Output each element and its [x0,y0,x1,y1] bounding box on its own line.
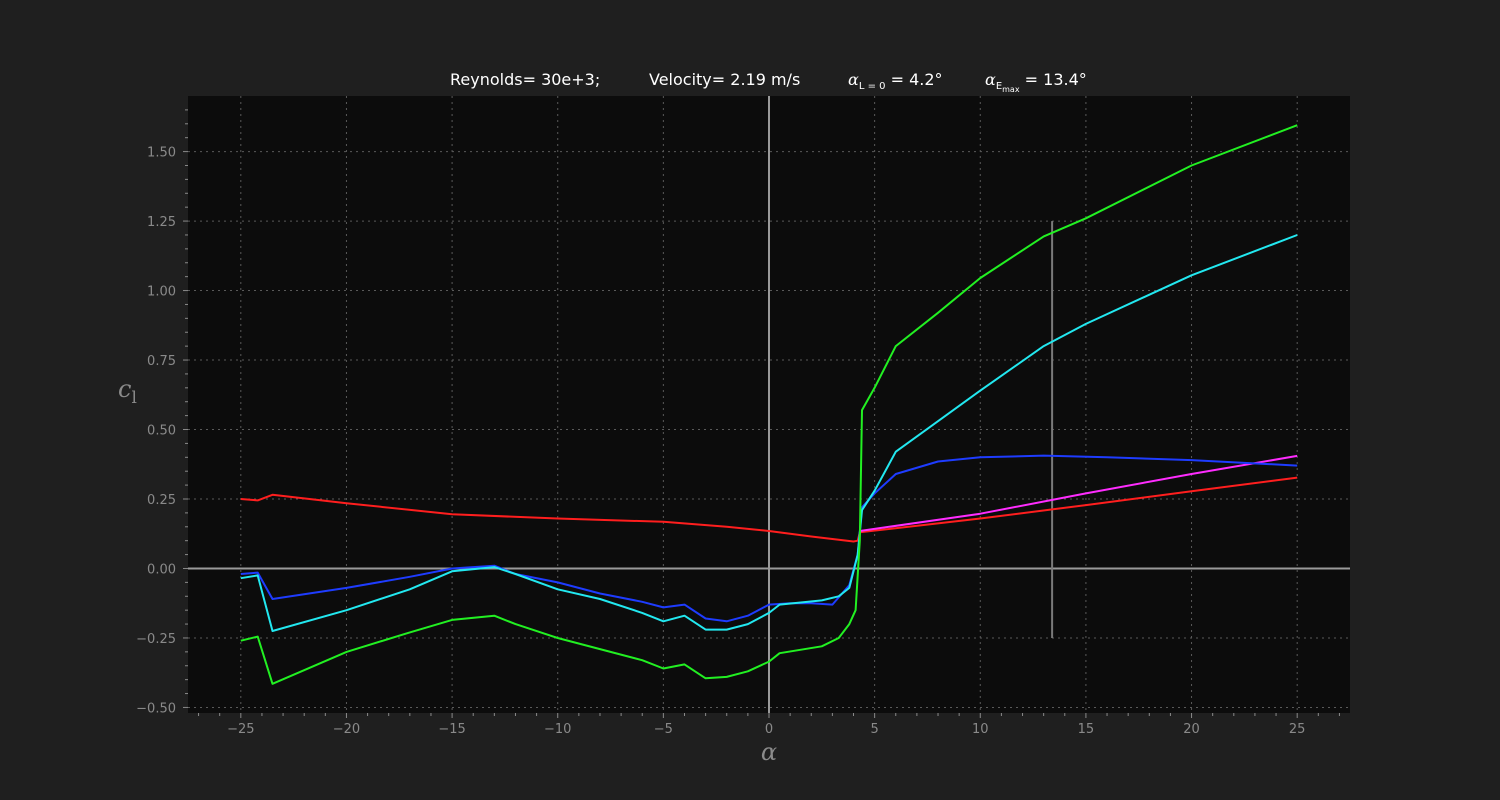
x-tick-label: −5 [654,722,673,737]
y-tick-label: 1.25 [147,215,176,230]
y-tick-label: 1.00 [147,285,176,300]
alpha-emax-subsub: max [1002,85,1020,95]
y-axis-label: cl [118,375,137,408]
y-tick-label: 0.00 [147,562,176,577]
alpha-emax-value: = 13.4° [1019,70,1087,89]
y-tick-label: 1.50 [147,146,176,161]
series-lines [240,124,1298,685]
alpha-zero-value: = 4.2° [885,70,943,89]
chart-header: Reynolds= 30e+3; Velocity= 2.19 m/s αL =… [0,70,1500,94]
y-tick-label: −0.50 [136,701,176,716]
x-tick-label: 25 [1289,722,1306,737]
series-line-5 [240,124,1298,685]
alpha-zero-lift-label: αL = 0 = 4.2° [848,70,943,92]
alpha-emax-subscript: Emax [995,81,1020,95]
y-tick-label: 0.25 [147,493,176,508]
alpha-emax-label: αEmax = 13.4° [985,70,1087,94]
x-tick-label: −20 [333,722,360,737]
tick-labels: −25 −20 −15 −10 −5 0 5 10 15 20 25 −0.50 −0.25 0.00 0.… [136,146,1305,737]
x-tick-label: 10 [972,722,989,737]
x-tick-label: 15 [1078,722,1095,737]
alpha-zero-symbol: α [848,70,859,89]
series-line-1 [240,476,1298,543]
x-tick-label: 0 [765,722,773,737]
y-axis-label-sub: l [131,388,136,408]
y-tick-label: 0.50 [147,424,176,439]
x-tick-label: −25 [227,722,254,737]
reynolds-label: Reynolds= 30e+3; [450,70,601,89]
y-tick-label: −0.25 [136,632,176,647]
reference-lines [188,96,1350,713]
x-tick-label: 20 [1183,722,1200,737]
alpha-zero-subscript: L = 0 [858,81,886,93]
velocity-label: Velocity= 2.19 m/s [649,70,801,89]
alpha-emax-sub-letter: E [995,81,1003,93]
minor-ticks [185,109,1340,716]
alpha-emax-symbol: α [985,70,996,89]
x-tick-label: 5 [870,722,878,737]
y-tick-label: 0.75 [147,354,176,369]
series-line-3 [240,454,1298,623]
series-line-2 [859,454,1298,532]
x-tick-label: −10 [544,722,571,737]
x-axis-label: α [761,738,777,766]
x-tick-label: −15 [438,722,465,737]
series-line-4 [240,234,1298,632]
